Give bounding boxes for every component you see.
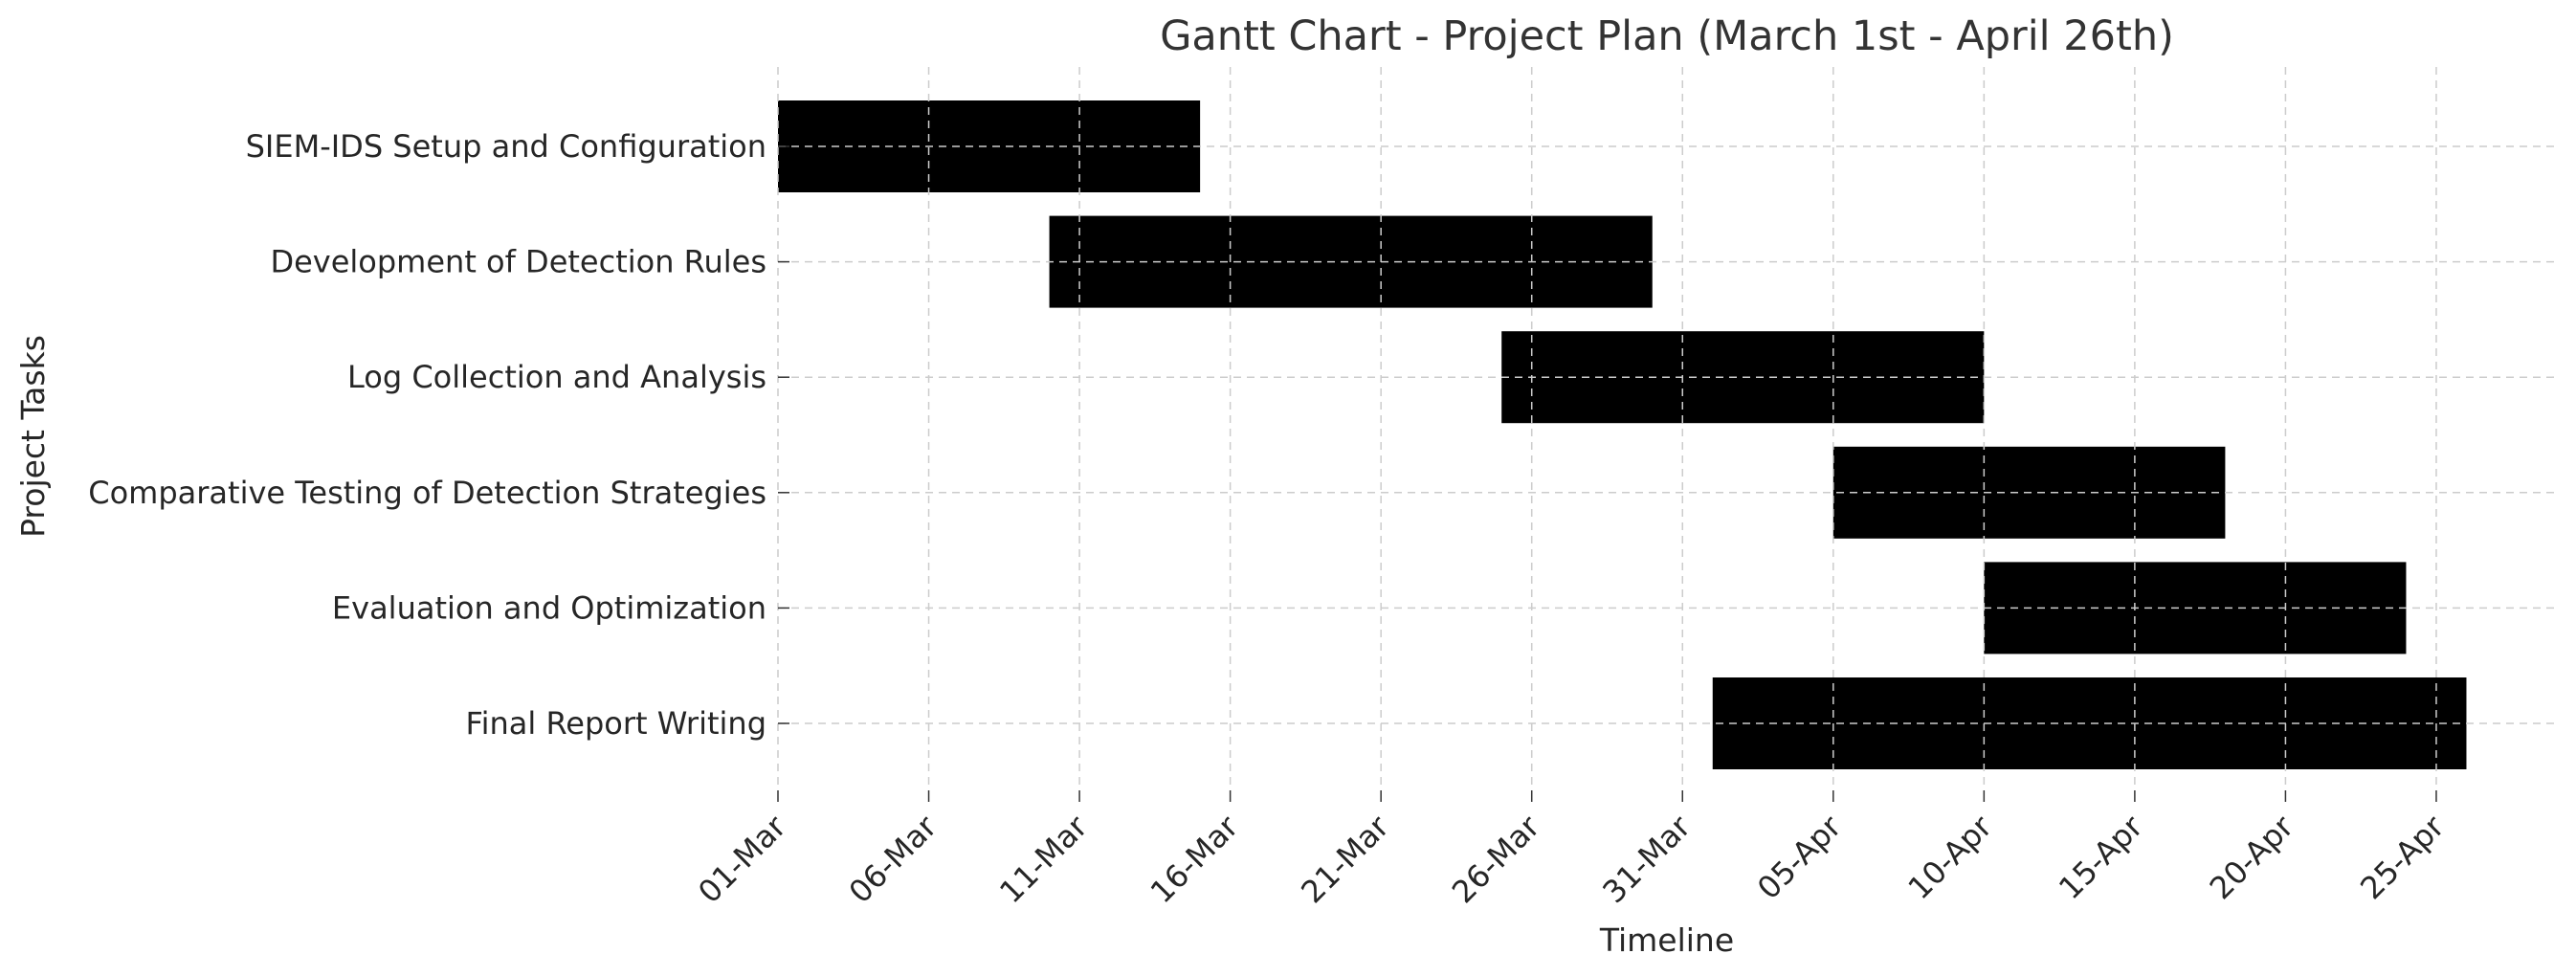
x-tick-label: 25-Apr (2353, 808, 2452, 906)
y-axis: SIEM-IDS Setup and Configuration Developm… (88, 128, 789, 742)
x-tick-label: 10-Apr (1901, 808, 2000, 906)
task-label: Development of Detection Rules (270, 244, 766, 280)
task-label: Evaluation and Optimization (332, 589, 766, 626)
task-label: SIEM-IDS Setup and Configuration (246, 128, 766, 165)
x-tick-label: 21-Mar (1294, 808, 1396, 910)
task-label: Final Report Writing (466, 705, 766, 742)
x-axis-title: Timeline (1599, 921, 1734, 959)
y-axis-title: Project Tasks (14, 335, 52, 538)
task-bar (778, 100, 1201, 192)
x-tick-label: 16-Mar (1144, 808, 1246, 910)
x-tick-label: 26-Mar (1445, 808, 1547, 910)
x-tick-label: 15-Apr (2052, 808, 2150, 906)
x-tick-label: 05-Apr (1750, 808, 1849, 906)
x-tick-label: 31-Mar (1595, 808, 1698, 910)
bars-layer (778, 100, 2467, 769)
task-label: Comparative Testing of Detection Strateg… (88, 475, 766, 511)
grid-layer (777, 67, 2557, 790)
x-tick-label: 06-Mar (842, 808, 944, 910)
x-tick-label: 20-Apr (2203, 808, 2301, 906)
x-tick-label: 01-Mar (691, 808, 793, 910)
task-bar (1049, 215, 1653, 308)
x-tick-label: 11-Mar (992, 808, 1095, 910)
task-bar (1984, 562, 2407, 654)
task-label: Log Collection and Analysis (347, 359, 766, 395)
x-axis: 01-Mar 06-Mar 11-Mar 16-Mar 21-Mar 26-Mar 31-M… (691, 790, 2452, 910)
chart-title: Gantt Chart - Project Plan (March 1st - … (1160, 12, 2174, 60)
